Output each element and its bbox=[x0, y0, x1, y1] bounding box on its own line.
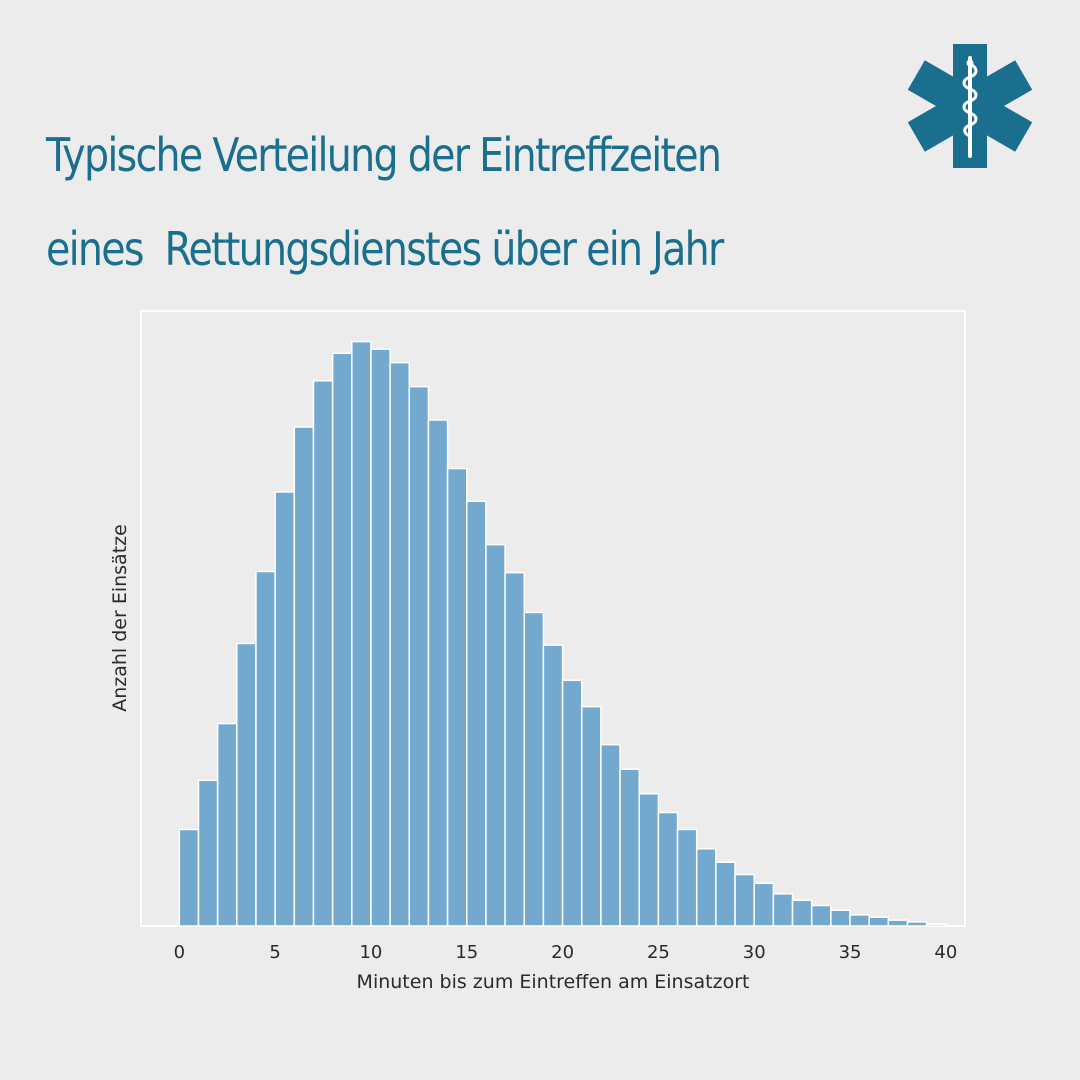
x-tick-label: 5 bbox=[269, 942, 280, 963]
histogram-bar bbox=[868, 916, 890, 927]
histogram-bar bbox=[216, 722, 238, 927]
histogram-bar bbox=[236, 642, 257, 927]
snake-head bbox=[966, 59, 974, 67]
x-tick-label: 10 bbox=[359, 942, 382, 963]
histogram-bar bbox=[427, 419, 449, 927]
histogram-bar bbox=[849, 914, 870, 927]
histogram-bar bbox=[830, 909, 851, 927]
x-tick-label: 0 bbox=[174, 942, 185, 963]
histogram-bar bbox=[715, 861, 736, 927]
histogram-bar bbox=[638, 793, 660, 927]
histogram-bar bbox=[676, 828, 698, 927]
rod-of-asclepius bbox=[962, 56, 978, 158]
histogram-bar bbox=[906, 921, 928, 927]
histogram-bar bbox=[695, 848, 717, 927]
histogram-bar bbox=[580, 705, 602, 927]
histogram-bar bbox=[446, 467, 468, 927]
x-tick-label: 40 bbox=[934, 942, 957, 963]
histogram-bar bbox=[504, 571, 525, 927]
histogram-bar bbox=[561, 679, 583, 927]
histogram-bar bbox=[523, 611, 545, 927]
x-axis-label: Minuten bis zum Eintreffen am Einsatzort bbox=[357, 971, 750, 993]
histogram-bar bbox=[197, 779, 219, 927]
histogram-bar bbox=[389, 361, 411, 927]
bars-group bbox=[178, 340, 947, 927]
histogram-bar bbox=[734, 873, 755, 927]
histogram-bar bbox=[274, 491, 296, 927]
histogram-bar bbox=[791, 899, 813, 927]
histogram-bar bbox=[293, 426, 315, 927]
title-line-1: Typische Verteilung der Eintreffzeiten bbox=[46, 128, 722, 182]
histogram-bar bbox=[331, 352, 353, 927]
x-tick-label: 15 bbox=[455, 942, 478, 963]
histogram-bar bbox=[178, 828, 200, 927]
histogram-bar bbox=[810, 904, 832, 927]
x-tick-label: 35 bbox=[839, 942, 862, 963]
histogram-bar bbox=[255, 570, 276, 927]
histogram-bar bbox=[485, 543, 506, 927]
histogram-bar bbox=[408, 385, 430, 927]
histogram-bar bbox=[351, 340, 372, 927]
histogram-bar bbox=[312, 380, 334, 927]
y-axis-label: Anzahl der Einsätze bbox=[109, 524, 131, 712]
star-of-life-icon bbox=[907, 44, 1033, 168]
histogram-bar bbox=[925, 923, 947, 927]
histogram-bar bbox=[466, 500, 487, 927]
histogram-bar bbox=[753, 882, 775, 927]
histogram-bar bbox=[542, 644, 564, 927]
histogram-bar bbox=[887, 919, 909, 927]
histogram-bar bbox=[657, 811, 679, 927]
x-tick-labels: 0 5 10 15 20 25 30 35 40 bbox=[174, 942, 958, 963]
title-line-2: eines Rettungsdienstes über ein Jahr bbox=[46, 222, 724, 276]
histogram-bar bbox=[772, 893, 794, 927]
histogram-bar bbox=[619, 768, 640, 927]
histogram-bar bbox=[600, 743, 621, 927]
histogram-bar bbox=[370, 348, 391, 927]
x-tick-label: 20 bbox=[551, 942, 574, 963]
x-tick-label: 25 bbox=[647, 942, 670, 963]
x-tick-label: 30 bbox=[743, 942, 766, 963]
page-title: Typische Verteilung der Eintreffzeiten e… bbox=[46, 108, 768, 296]
